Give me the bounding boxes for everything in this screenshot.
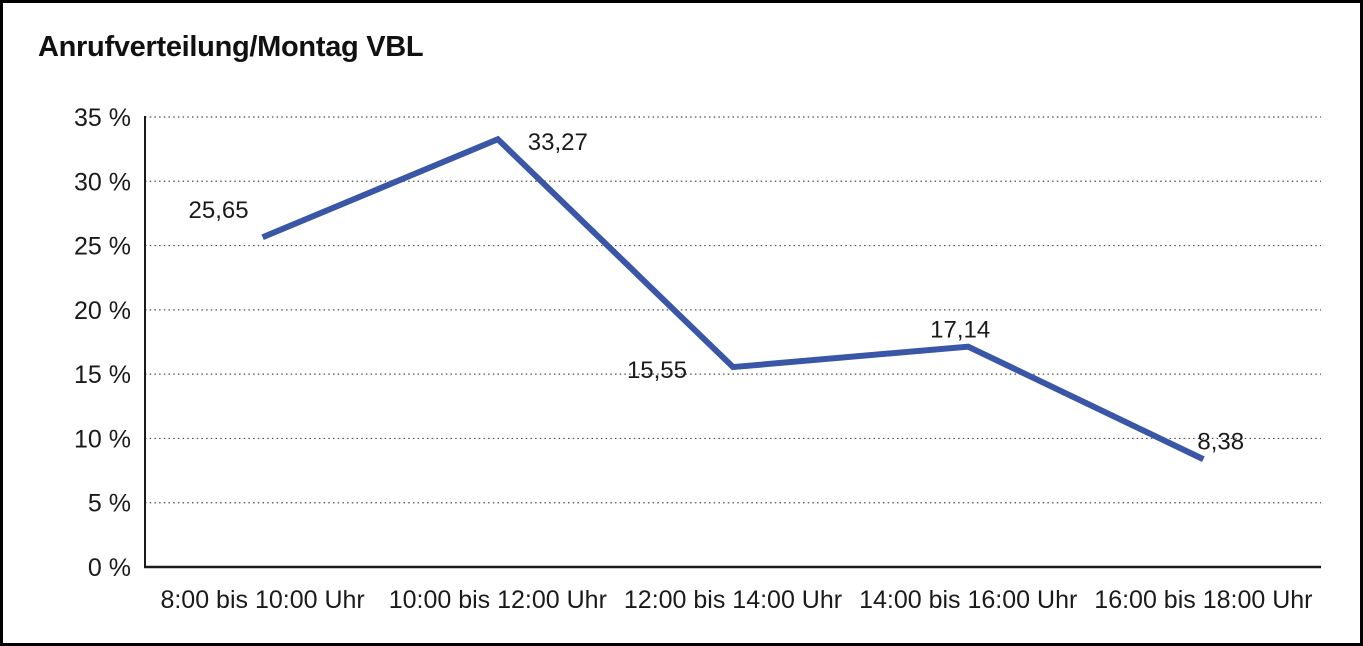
y-tick-label: 0 %	[88, 554, 131, 582]
data-line	[261, 135, 1205, 462]
value-label: 17,14	[930, 317, 990, 344]
y-tick-label: 25 %	[74, 233, 131, 261]
x-tick-label: 14:00 bis 16:00 Uhr	[859, 586, 1077, 614]
y-tick-label: 20 %	[74, 297, 131, 325]
y-tick-label: 15 %	[74, 361, 131, 389]
value-label: 8,38	[1197, 428, 1244, 455]
value-label: 33,27	[528, 129, 588, 156]
value-label: 25,65	[189, 197, 249, 224]
chart-title: Anrufverteilung/Montag VBL	[38, 31, 424, 63]
x-tick-label: 16:00 bis 18:00 Uhr	[1094, 586, 1312, 614]
y-tick-label: 30 %	[74, 168, 131, 196]
y-tick-label: 5 %	[88, 490, 131, 518]
x-tick-label: 12:00 bis 14:00 Uhr	[624, 586, 842, 614]
y-tick-label: 10 %	[74, 425, 131, 453]
x-tick-label: 10:00 bis 12:00 Uhr	[389, 586, 607, 614]
value-label: 15,55	[627, 357, 687, 384]
x-tick-label: 8:00 bis 10:00 Uhr	[160, 586, 364, 614]
y-tick-label: 35 %	[74, 104, 131, 132]
